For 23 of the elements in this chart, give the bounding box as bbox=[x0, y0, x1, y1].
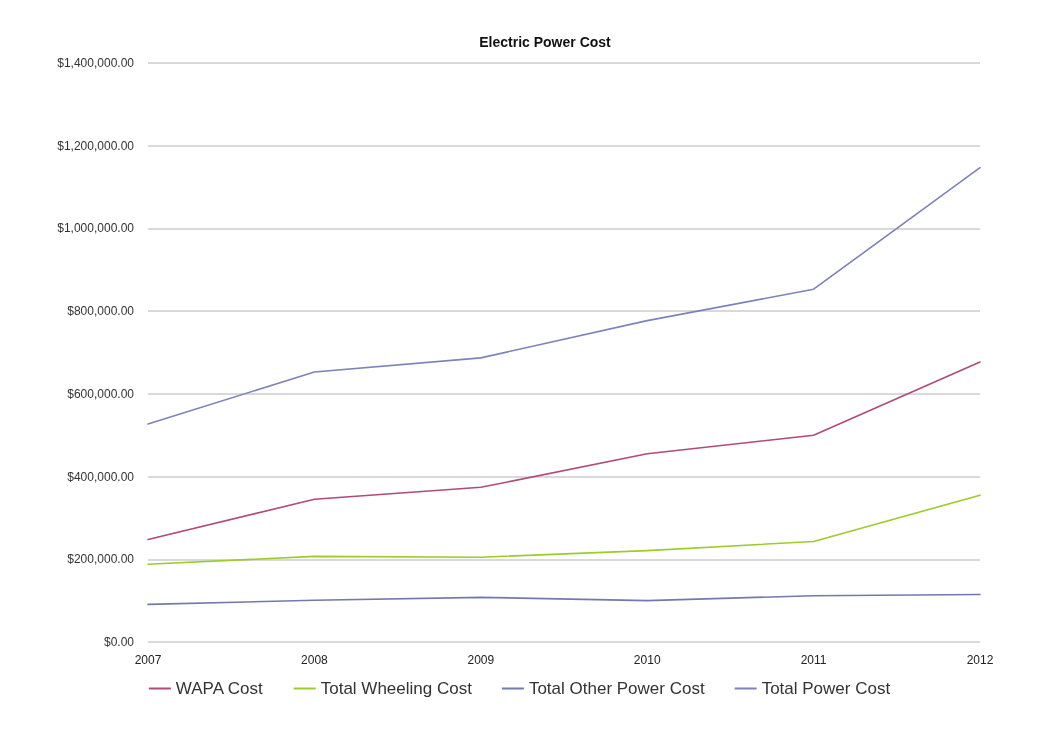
legend-label: Total Power Cost bbox=[761, 679, 891, 698]
line-series bbox=[147, 593, 981, 606]
x-tick-label: 2009 bbox=[467, 653, 495, 667]
y-tick-label: $1,000,000.00 bbox=[57, 221, 135, 236]
x-tick-label: 2007 bbox=[134, 653, 162, 667]
y-tick-label: $800,000.00 bbox=[67, 304, 135, 319]
y-tick-label: $600,000.00 bbox=[67, 386, 135, 401]
line-series bbox=[147, 166, 981, 425]
legend-label: WAPA Cost bbox=[175, 679, 264, 698]
x-tick-label: 2010 bbox=[633, 653, 661, 667]
y-tick-label: $200,000.00 bbox=[67, 552, 135, 567]
legend-label: Total Other Power Cost bbox=[528, 679, 705, 698]
y-tick-label: $1,400,000.00 bbox=[57, 56, 135, 70]
x-tick-label: 2008 bbox=[301, 653, 329, 667]
y-tick-label: $0.00 bbox=[103, 635, 135, 649]
legend-label: Total Wheeling Cost bbox=[320, 679, 473, 698]
line-series bbox=[147, 494, 981, 566]
chart-title: Electric Power Cost bbox=[479, 34, 612, 50]
x-tick-label: 2011 bbox=[800, 653, 827, 667]
y-tick-label: $400,000.00 bbox=[67, 469, 135, 484]
y-tick-label: $1,200,000.00 bbox=[57, 138, 135, 153]
x-tick-label: 2012 bbox=[966, 653, 994, 667]
line-series bbox=[147, 361, 981, 541]
